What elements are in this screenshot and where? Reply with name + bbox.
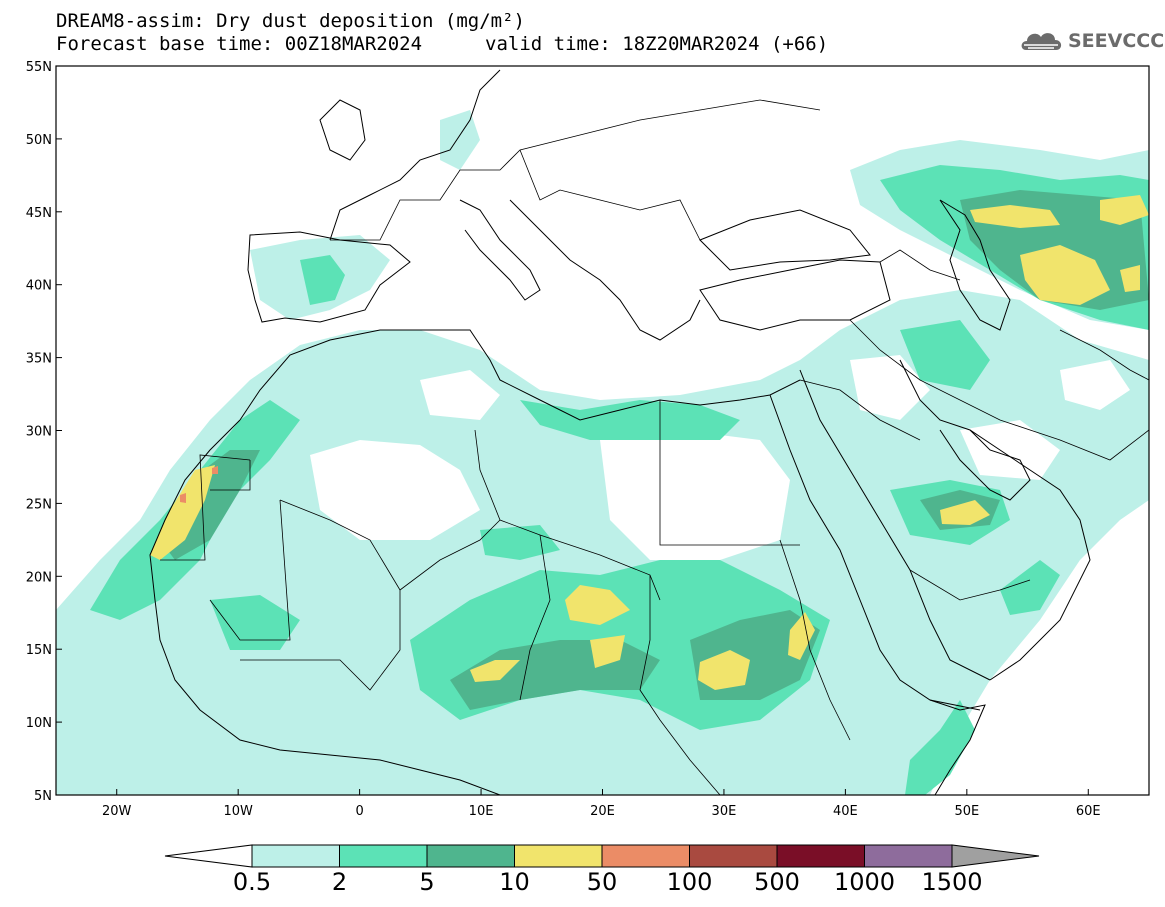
cloud-logo-icon [1021, 33, 1062, 50]
country-borders [160, 99, 1149, 795]
colorbar-under-triangle [164, 844, 253, 868]
colorbar-label: 100 [666, 868, 713, 896]
map-title: DREAM8-assim: Dry dust deposition (mg/m²… [56, 10, 525, 32]
lon-tick-label: 40E [833, 804, 858, 819]
coastlines [149, 69, 1091, 795]
lon-tick-label: 30E [712, 804, 737, 819]
dust-gaps [310, 355, 1130, 560]
colorbar-bin [864, 844, 953, 868]
forecast-base-time: Forecast base time: 00Z18MAR2024 [56, 33, 423, 55]
dust-band-50-100 [180, 466, 218, 503]
colorbar-bin [339, 844, 428, 868]
latitude-ticks: 55N 50N 45N 40N 35N 30N 25N 20N 15N 10N 5N [26, 60, 62, 804]
lat-tick-label: 5N [34, 789, 52, 804]
lat-tick-label: 45N [26, 206, 52, 221]
lon-tick-label: 20E [590, 804, 615, 819]
lon-tick-label: 50E [954, 804, 979, 819]
colorbar-over-triangle [951, 844, 1040, 868]
lat-tick-label: 40N [26, 279, 52, 294]
seevccc-logo: SEEVCCC [1018, 24, 1164, 58]
colorbar-bin [426, 844, 515, 868]
lon-tick-label: 10W [223, 804, 253, 819]
lat-tick-label: 20N [26, 570, 52, 585]
colorbar-bin [776, 844, 865, 868]
colorbar-label: 10 [499, 868, 530, 896]
lat-tick-label: 50N [26, 133, 52, 148]
colorbar-label: 0.5 [232, 868, 272, 896]
lon-tick-label: 20W [102, 804, 132, 819]
lat-tick-label: 35N [26, 352, 52, 367]
longitude-ticks: 20W 10W 0 10E 20E 30E 40E 50E 60E [102, 789, 1101, 819]
lat-tick-label: 25N [26, 497, 52, 512]
colorbar [164, 844, 1040, 868]
lat-tick-label: 55N [26, 60, 52, 75]
colorbar-label: 500 [754, 868, 800, 896]
colorbar-bin [514, 844, 603, 868]
colorbar-bin [689, 844, 778, 868]
lat-tick-label: 10N [26, 716, 52, 731]
dust-field [56, 110, 1149, 795]
colorbar-label: 1000 [833, 868, 896, 896]
valid-time: valid time: 18Z20MAR2024 (+66) [485, 33, 829, 55]
colorbar-label: 2 [331, 868, 348, 896]
dust-band-10-50 [150, 195, 1149, 690]
lon-tick-label: 0 [355, 804, 363, 819]
colorbar-bin [601, 844, 690, 868]
lat-tick-label: 15N [26, 643, 52, 658]
logo-text: SEEVCCC [1068, 30, 1165, 52]
colorbar-label: 5 [419, 868, 435, 896]
lon-tick-label: 60E [1076, 804, 1101, 819]
colorbar-bin [251, 844, 340, 868]
lon-tick-label: 10E [469, 804, 494, 819]
colorbar-label: 50 [586, 868, 618, 896]
colorbar-label: 1500 [921, 868, 983, 896]
lat-tick-label: 30N [26, 425, 52, 440]
